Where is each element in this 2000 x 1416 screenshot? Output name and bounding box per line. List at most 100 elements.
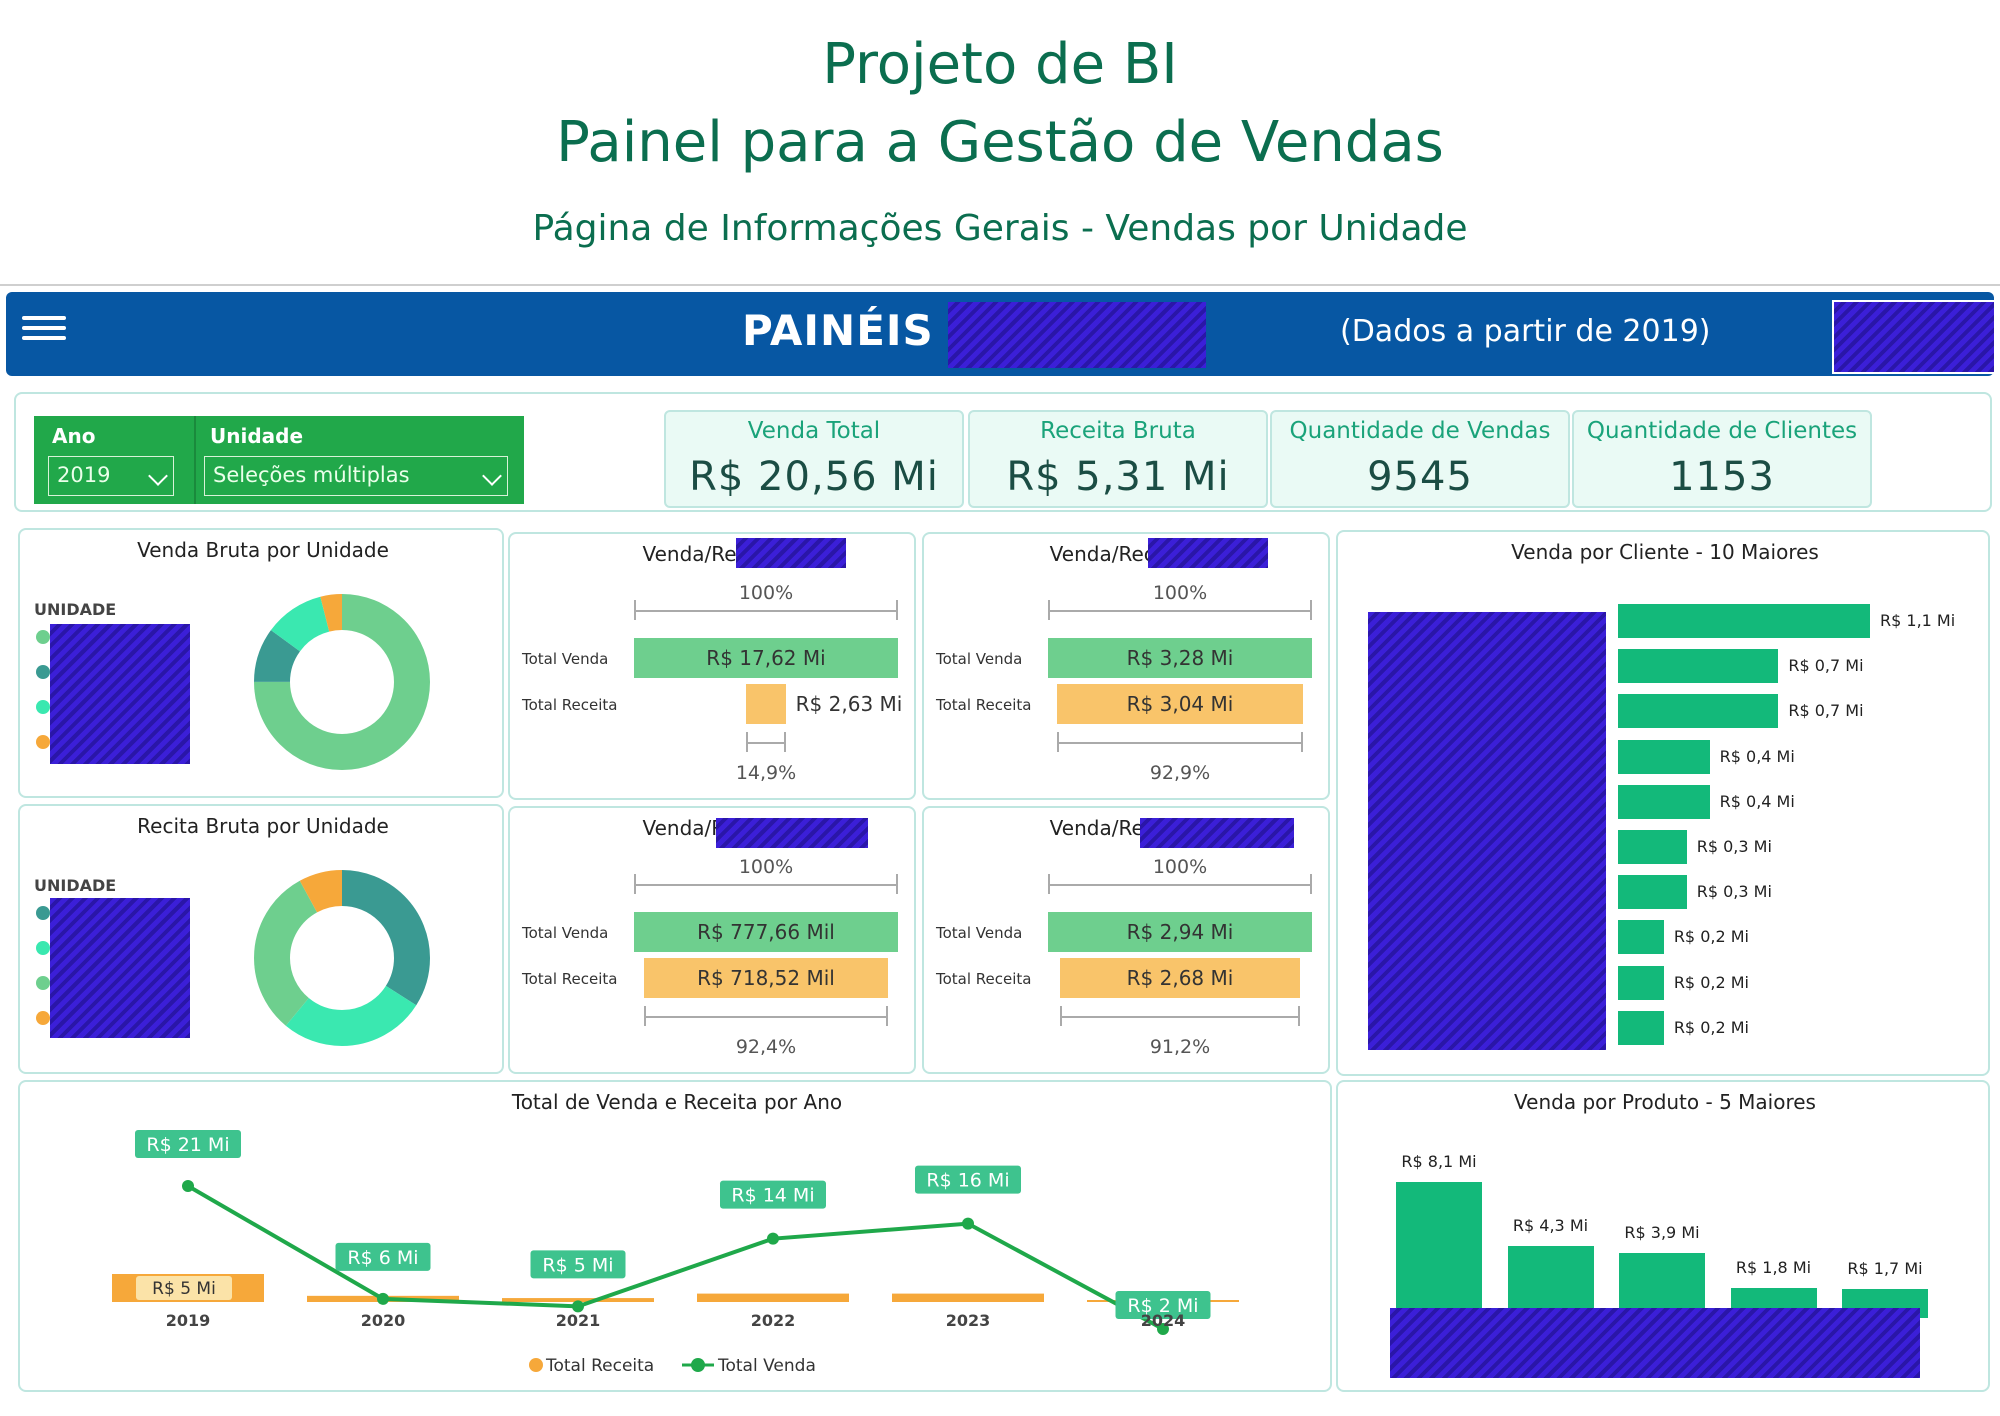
- panel-title: Recita Bruta por Unidade: [137, 814, 389, 838]
- kpi-value: R$ 20,56 Mi: [689, 454, 939, 500]
- kpi-quantidade-vendas: Quantidade de Vendas 9545: [1270, 410, 1570, 508]
- gauge-top-pct: 100%: [738, 856, 794, 878]
- redacted-client-names: [1368, 612, 1606, 1050]
- receita-data-label: R$ 5 Mi: [152, 1279, 216, 1299]
- venda-label-bg: [1115, 1290, 1211, 1319]
- year-select-value: 2019: [57, 463, 111, 487]
- gauge-tick: [1048, 874, 1050, 894]
- legend-dot-4: [36, 735, 50, 749]
- gauge-scale-bottom: [644, 1016, 888, 1018]
- receita-bar: [502, 1298, 654, 1302]
- gauge-scale-top: [634, 884, 898, 886]
- client-bar: [1618, 920, 1664, 955]
- venda-data-label: R$ 16 Mi: [926, 1170, 1009, 1192]
- redacted-unit-name: [716, 818, 868, 848]
- client-bar-label: R$ 0,2 Mi: [1673, 927, 1749, 947]
- receita-value: R$ 2,63 Mi: [795, 692, 903, 716]
- legend-receita-dot: [529, 1358, 543, 1372]
- venda-value: R$ 17,62 Mi: [706, 646, 826, 670]
- legend-receita-label: Total Receita: [545, 1356, 654, 1376]
- client-bar: [1618, 830, 1687, 864]
- unit-select[interactable]: Seleções múltiplas: [204, 456, 508, 496]
- client-bar: [1618, 649, 1779, 684]
- donut-panel-sales: Venda Bruta por Unidade UNIDADE: [18, 528, 504, 798]
- receita-value: R$ 718,52 Mil: [697, 966, 835, 990]
- year-select[interactable]: 2019: [48, 456, 174, 496]
- receita-label: Total Receita: [936, 696, 1032, 714]
- redacted-product-names: [1390, 1308, 1920, 1378]
- report-title: Projeto de BI: [822, 32, 1178, 97]
- gauge-scale-bottom: [746, 742, 786, 744]
- gauge-tick: [634, 874, 636, 894]
- kpi-value: 1153: [1669, 454, 1775, 500]
- kpi-label: Quantidade de Vendas: [1289, 418, 1551, 444]
- gauge-panel: Venda/Receita 100% Total Venda R$ 17,62 Mi T…: [508, 532, 916, 800]
- client-bar: [1618, 604, 1870, 638]
- client-bar-label: R$ 0,2 Mi: [1673, 972, 1749, 992]
- legend-markers: [36, 906, 50, 1025]
- filter-kpi-panel: Ano 2019 Unidade Seleções múltiplas Vend…: [14, 392, 1992, 512]
- top-bar: PAINÉIS BI (Dados a partir de 2019): [6, 292, 1996, 376]
- gauge-scale-top: [1048, 610, 1312, 612]
- venda-bar: [634, 638, 898, 678]
- x-tick-label: 2021: [556, 1311, 601, 1330]
- product-bar-label: R$ 8,1 Mi: [1401, 1152, 1477, 1171]
- gauge-tick: [896, 600, 898, 620]
- gauge-tick: [644, 1006, 647, 1026]
- redacted-logo: [1832, 300, 1996, 374]
- gauge-scale-top: [634, 610, 898, 612]
- legend-dot-2: [36, 941, 50, 955]
- redacted-unit-name: [1140, 818, 1294, 848]
- gauge-bottom-pct: 91,2%: [1149, 1036, 1211, 1058]
- product-bars: R$ 8,1 Mi R$ 4,3 Mi R$ 3,9 Mi R$ 1,8 Mi R$ 1…: [1338, 1122, 1992, 1382]
- panel-title: Total de Venda e Receita por Ano: [511, 1090, 843, 1114]
- venda-value: R$ 3,28 Mi: [1126, 646, 1234, 670]
- gauge-scale-bottom: [1057, 742, 1303, 744]
- gauge-tick: [1298, 1006, 1301, 1026]
- client-bar: [1618, 1010, 1664, 1045]
- client-bar-label: R$ 0,4 Mi: [1719, 791, 1795, 811]
- gauge-scale-top: [1048, 884, 1312, 886]
- year-filter-label: Ano: [52, 424, 96, 448]
- client-bar: [1618, 694, 1779, 729]
- venda-bar: [1048, 912, 1312, 952]
- legend-venda-label: Total Venda: [717, 1356, 816, 1376]
- legend-dot-2: [36, 665, 50, 679]
- client-bar-label: R$ 0,7 Mi: [1788, 701, 1864, 721]
- receita-value: R$ 2,68 Mi: [1126, 966, 1234, 990]
- gauge-scale-bottom: [1059, 1016, 1301, 1018]
- chevron-down-icon: [482, 466, 502, 486]
- gauge-tick: [1300, 732, 1303, 752]
- receita-label-bg: [136, 1276, 232, 1300]
- receita-bar: [1057, 684, 1303, 724]
- client-bar: [1618, 739, 1710, 774]
- redacted-legend: [50, 624, 190, 764]
- hamburger-menu-icon[interactable]: [22, 310, 66, 350]
- gauge-tick: [885, 1006, 888, 1026]
- venda-label-bg: [915, 1165, 1021, 1194]
- yearly-panel: Total de Venda e Receita por Ano R$ 5 Mi…: [18, 1080, 1332, 1392]
- receita-bar: [1059, 958, 1301, 998]
- legend-dot-3: [36, 976, 50, 990]
- venda-data-label: R$ 21 Mi: [146, 1134, 229, 1156]
- product-bar-label: R$ 1,8 Mi: [1735, 1257, 1812, 1277]
- redacted-unit-name: [736, 538, 846, 568]
- gauge-top-pct: 100%: [1152, 856, 1208, 878]
- legend-dot-1: [36, 906, 50, 920]
- client-bar-label: R$ 0,4 Mi: [1719, 746, 1795, 766]
- product-bar-label: R$ 3,9 Mi: [1624, 1222, 1700, 1242]
- gauge-tick: [896, 874, 898, 894]
- venda-value: R$ 2,94 Mi: [1126, 920, 1234, 944]
- panel-title: Venda por Cliente - 10 Maiores: [1511, 540, 1819, 564]
- gauge-tick: [1059, 1006, 1062, 1026]
- receita-label: Total Receita: [936, 970, 1032, 988]
- donut-slice-2: [254, 870, 430, 1046]
- report-subtitle: Página de Informações Gerais - Vendas po…: [532, 208, 1468, 249]
- venda-label-bg: [335, 1242, 431, 1271]
- venda-point: [182, 1180, 194, 1192]
- gauge-tick: [634, 600, 636, 620]
- venda-label: Total Venda: [936, 650, 1023, 668]
- legend-dot-3: [36, 700, 50, 714]
- gauge-panel: Venda/Receita -100% Total Venda R$ 2,94 Mi…: [922, 806, 1330, 1074]
- receita-value: R$ 3,04 Mi: [1126, 692, 1234, 716]
